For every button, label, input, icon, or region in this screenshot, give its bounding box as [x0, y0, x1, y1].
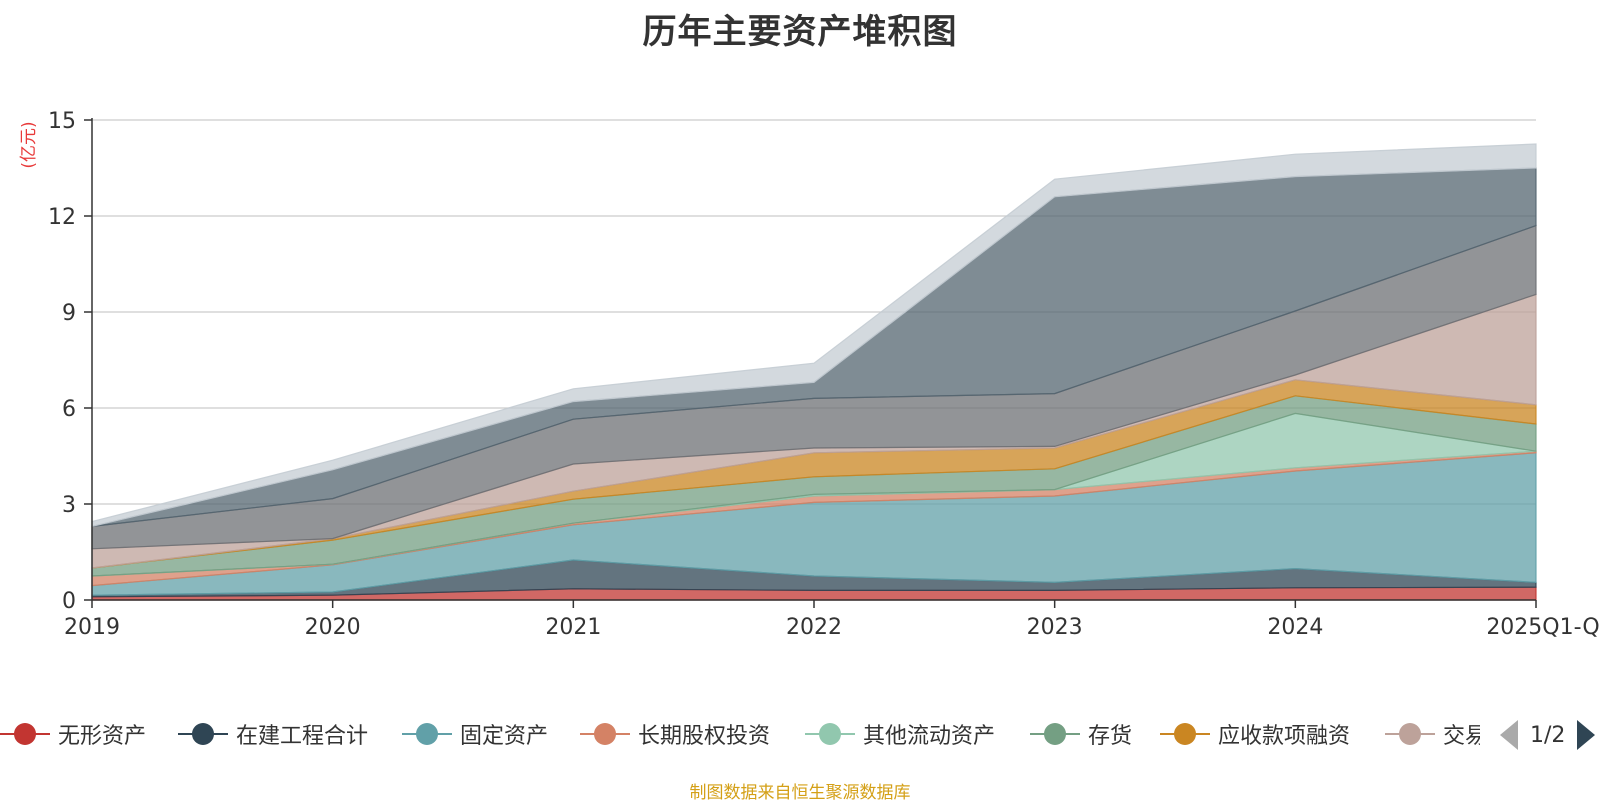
y-tick-label: 0 [62, 589, 76, 614]
chart-title: 历年主要资产堆积图 [642, 12, 958, 52]
legend-label: 其他流动资产 [863, 724, 996, 749]
stacked-area-chart: 0 3 6 9 12 15 2019 2020 2021 2022 2023 2024 2025Q1-Q… [19, 109, 1600, 640]
legend-prev-page-icon[interactable] [1500, 720, 1518, 750]
y-tick-label: 9 [62, 301, 76, 326]
y-tick-label: 6 [62, 397, 76, 422]
legend-label: 长期股权投资 [638, 724, 771, 749]
legend-label: 固定资产 [460, 724, 549, 749]
x-tick-label: 2025Q1-Q3 [1486, 615, 1600, 640]
x-tick-label: 2020 [305, 615, 361, 640]
legend: 无形资产 在建工程合计 固定资产 长期股权投资 其他流动资产 存货 应收款项融资 交易性金融资… [0, 708, 1480, 760]
legend-item[interactable]: 长期股权投资 [580, 708, 770, 760]
legend-item[interactable]: 在建工程合计 [178, 708, 368, 760]
legend-pager: 1/2 [1500, 720, 1596, 750]
legend-item[interactable]: 存货 [1030, 708, 1132, 760]
legend-marker-icon [1160, 720, 1210, 748]
legend-item[interactable]: 交易性金融资产 [1385, 708, 1480, 760]
legend-item[interactable]: 固定资产 [402, 708, 548, 760]
legend-label: 存货 [1088, 724, 1133, 749]
x-tick-label: 2019 [64, 615, 120, 640]
legend-item[interactable]: 应收款项融资 [1160, 708, 1350, 760]
x-tick-label: 2022 [786, 615, 842, 640]
legend-marker-icon [1030, 720, 1080, 748]
legend-page-indicator: 1/2 [1530, 722, 1566, 748]
y-tick-label: 3 [62, 493, 76, 518]
legend-label: 无形资产 [58, 724, 147, 749]
legend-label: 应收款项融资 [1218, 724, 1351, 749]
y-tick-label: 12 [48, 205, 76, 230]
source-note: 制图数据来自恒生聚源数据库 [689, 783, 911, 803]
legend-item[interactable]: 无形资产 [0, 708, 146, 760]
legend-item[interactable]: 其他流动资产 [805, 708, 995, 760]
legend-marker-icon [805, 720, 855, 748]
y-axis-unit-label: (亿元) [19, 121, 39, 168]
legend-next-page-icon[interactable] [1577, 720, 1596, 750]
area-series-10 [91, 143, 1537, 528]
x-tick-label: 2021 [545, 615, 601, 640]
legend-marker-icon [178, 720, 228, 748]
x-tick-label: 2023 [1027, 615, 1083, 640]
legend-marker-icon [1385, 720, 1435, 748]
legend-label: 交易性金融资产 [1443, 724, 1480, 749]
x-tick-label: 2024 [1267, 615, 1323, 640]
y-tick-label: 15 [48, 109, 76, 134]
legend-marker-icon [402, 720, 452, 748]
legend-marker-icon [580, 720, 630, 748]
legend-label: 在建工程合计 [236, 724, 369, 749]
legend-marker-icon [0, 720, 50, 748]
